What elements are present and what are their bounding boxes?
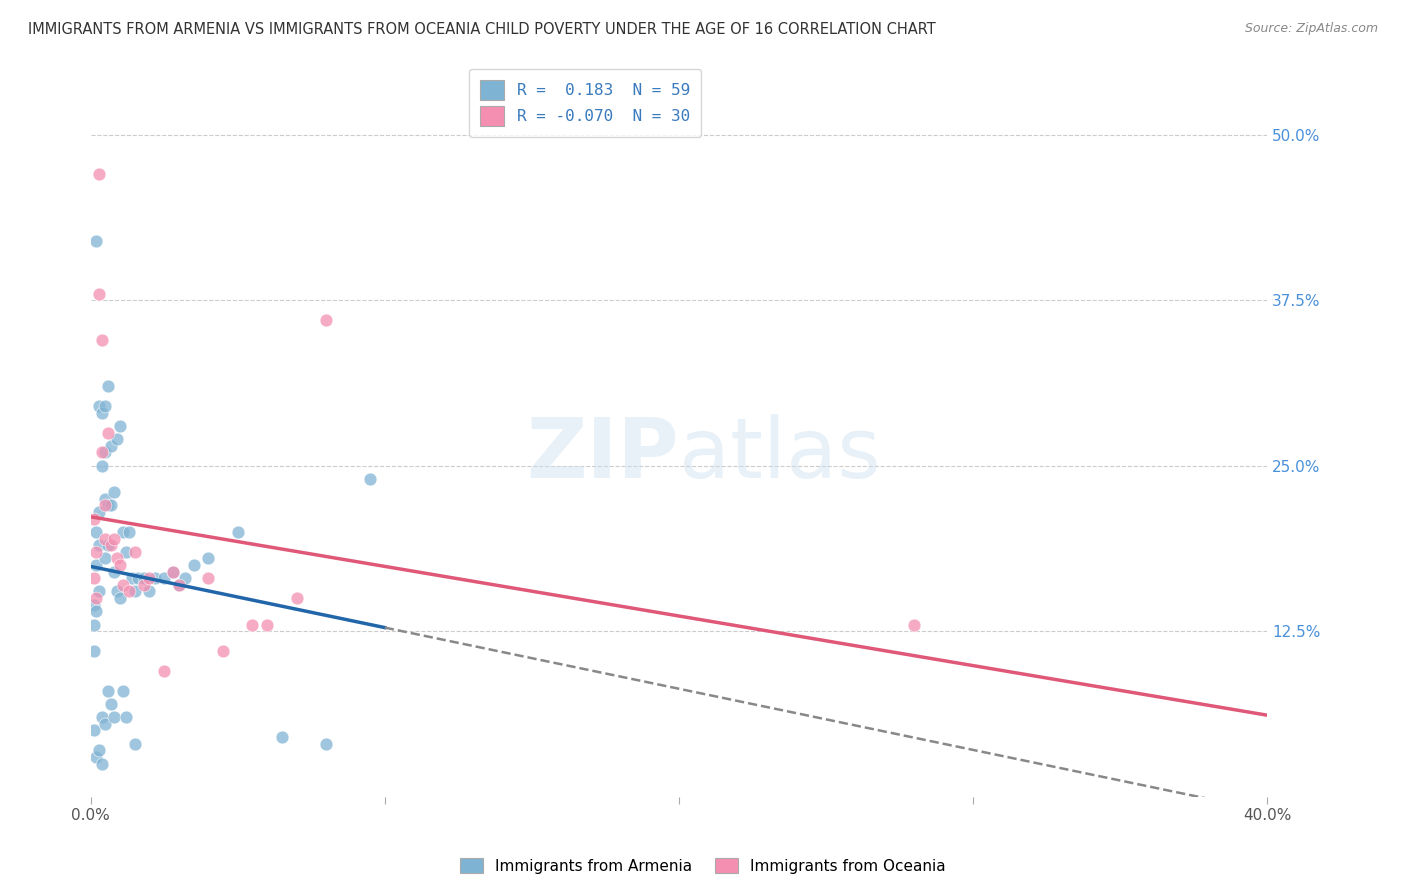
Point <box>153 664 176 678</box>
Point <box>105 584 128 599</box>
Legend: Immigrants from Armenia, Immigrants from Oceania: Immigrants from Armenia, Immigrants from… <box>454 852 952 880</box>
Point <box>83 511 105 525</box>
Text: ZIP: ZIP <box>526 414 679 495</box>
Point <box>111 524 134 539</box>
Point <box>903 617 925 632</box>
Point <box>111 578 134 592</box>
Point <box>124 545 146 559</box>
Point <box>94 532 117 546</box>
Text: Source: ZipAtlas.com: Source: ZipAtlas.com <box>1244 22 1378 36</box>
Point <box>111 683 134 698</box>
Point <box>83 644 105 658</box>
Point <box>89 584 111 599</box>
Point <box>103 532 125 546</box>
Point <box>183 558 205 572</box>
Point <box>138 571 160 585</box>
Point <box>138 584 160 599</box>
Point <box>86 604 108 618</box>
Point <box>124 584 146 599</box>
Point <box>127 571 149 585</box>
Point <box>153 571 176 585</box>
Point <box>89 399 111 413</box>
Point <box>242 617 264 632</box>
Point <box>83 617 105 632</box>
Point <box>89 168 111 182</box>
Point <box>97 425 120 440</box>
Point <box>94 717 117 731</box>
Point <box>121 571 143 585</box>
Point <box>89 286 111 301</box>
Point <box>118 524 141 539</box>
Point <box>86 545 108 559</box>
Point <box>315 737 337 751</box>
Point <box>115 545 138 559</box>
Point <box>115 710 138 724</box>
Point <box>100 538 122 552</box>
Point <box>94 445 117 459</box>
Point <box>103 710 125 724</box>
Point <box>83 571 105 585</box>
Point <box>89 505 111 519</box>
Text: IMMIGRANTS FROM ARMENIA VS IMMIGRANTS FROM OCEANIA CHILD POVERTY UNDER THE AGE O: IMMIGRANTS FROM ARMENIA VS IMMIGRANTS FR… <box>28 22 936 37</box>
Point <box>132 571 155 585</box>
Point <box>100 499 122 513</box>
Point <box>94 551 117 566</box>
Point <box>124 737 146 751</box>
Point <box>86 750 108 764</box>
Point <box>197 551 219 566</box>
Point <box>103 565 125 579</box>
Point <box>86 234 108 248</box>
Point <box>315 313 337 327</box>
Point <box>100 697 122 711</box>
Point <box>108 591 131 606</box>
Point <box>94 491 117 506</box>
Point <box>118 584 141 599</box>
Point <box>97 499 120 513</box>
Text: atlas: atlas <box>679 414 880 495</box>
Legend: R =  0.183  N = 59, R = -0.070  N = 30: R = 0.183 N = 59, R = -0.070 N = 30 <box>468 70 702 137</box>
Point <box>167 578 190 592</box>
Point <box>270 730 292 744</box>
Point <box>359 472 381 486</box>
Point <box>108 558 131 572</box>
Point <box>173 571 195 585</box>
Point <box>212 644 235 658</box>
Point <box>197 571 219 585</box>
Point <box>91 458 114 473</box>
Point <box>105 432 128 446</box>
Point <box>226 524 249 539</box>
Point <box>86 591 108 606</box>
Point <box>97 379 120 393</box>
Point <box>167 578 190 592</box>
Point <box>162 565 184 579</box>
Point <box>86 558 108 572</box>
Point <box>89 743 111 757</box>
Point <box>97 538 120 552</box>
Point <box>91 333 114 347</box>
Point <box>91 710 114 724</box>
Point <box>105 551 128 566</box>
Point <box>91 406 114 420</box>
Point <box>256 617 278 632</box>
Point <box>94 499 117 513</box>
Point <box>97 683 120 698</box>
Point <box>94 399 117 413</box>
Point <box>86 524 108 539</box>
Point <box>143 571 166 585</box>
Point <box>108 419 131 434</box>
Point <box>162 565 184 579</box>
Point <box>132 578 155 592</box>
Point <box>100 439 122 453</box>
Point <box>83 598 105 612</box>
Point <box>103 485 125 500</box>
Point <box>83 723 105 738</box>
Point <box>285 591 308 606</box>
Point <box>89 538 111 552</box>
Point <box>91 445 114 459</box>
Point <box>91 756 114 771</box>
